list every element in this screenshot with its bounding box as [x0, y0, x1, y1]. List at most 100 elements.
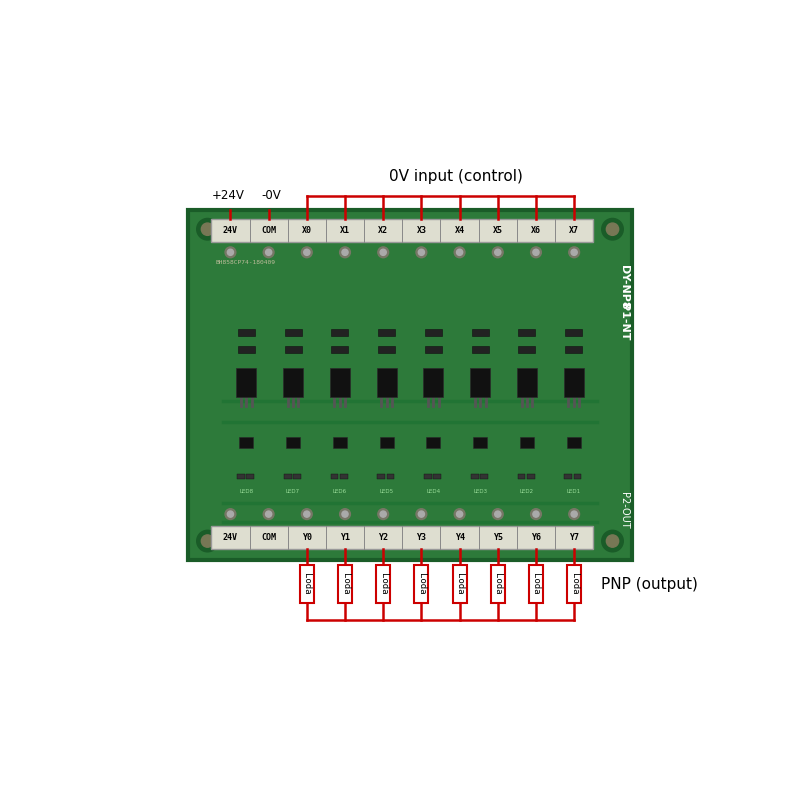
Circle shape: [225, 247, 236, 258]
Bar: [518, 474, 526, 479]
Circle shape: [340, 509, 350, 519]
Text: Loda: Loda: [494, 574, 502, 595]
Bar: [472, 330, 489, 336]
Circle shape: [492, 247, 503, 258]
Circle shape: [602, 530, 623, 552]
Bar: [426, 437, 440, 448]
Text: Loda: Loda: [531, 574, 541, 595]
Bar: [529, 565, 543, 603]
Bar: [237, 474, 245, 479]
Bar: [518, 346, 535, 353]
Bar: [472, 346, 489, 353]
Bar: [425, 346, 442, 353]
Circle shape: [304, 250, 310, 255]
Bar: [300, 565, 314, 603]
Bar: [338, 565, 352, 603]
Circle shape: [378, 247, 389, 258]
Bar: [239, 437, 254, 448]
Bar: [284, 474, 291, 479]
Text: BH858CP74-180409: BH858CP74-180409: [215, 260, 275, 265]
Circle shape: [227, 511, 234, 517]
Bar: [565, 474, 572, 479]
Circle shape: [266, 511, 272, 517]
Text: 24V: 24V: [223, 533, 238, 542]
Bar: [380, 437, 394, 448]
Text: X0: X0: [302, 226, 312, 235]
Text: LED3: LED3: [473, 489, 487, 494]
Bar: [293, 474, 301, 479]
Bar: [376, 565, 390, 603]
Circle shape: [202, 535, 214, 547]
Bar: [285, 330, 302, 336]
Text: COM: COM: [261, 533, 276, 542]
Bar: [527, 474, 534, 479]
Bar: [566, 437, 581, 448]
Bar: [386, 474, 394, 479]
Circle shape: [202, 223, 214, 235]
Circle shape: [606, 223, 618, 235]
Text: LED2: LED2: [520, 489, 534, 494]
Circle shape: [263, 247, 274, 258]
Text: COM: COM: [261, 226, 276, 235]
Bar: [517, 368, 537, 397]
Circle shape: [380, 511, 386, 517]
Text: Y5: Y5: [493, 533, 502, 542]
Text: Y4: Y4: [454, 533, 465, 542]
Circle shape: [418, 511, 425, 517]
Bar: [474, 437, 487, 448]
Bar: [470, 368, 490, 397]
Text: Y1: Y1: [340, 533, 350, 542]
Text: X6: X6: [531, 226, 541, 235]
Text: Loda: Loda: [378, 574, 388, 595]
Bar: [283, 368, 303, 397]
Circle shape: [416, 247, 426, 258]
Bar: [567, 565, 581, 603]
Text: Loda: Loda: [455, 574, 464, 595]
Bar: [434, 474, 441, 479]
Bar: [378, 474, 385, 479]
Text: P2-OUT: P2-OUT: [619, 492, 629, 529]
Text: Y2: Y2: [378, 533, 388, 542]
Text: LED1: LED1: [566, 489, 581, 494]
Text: LED7: LED7: [286, 489, 300, 494]
Bar: [285, 346, 302, 353]
Text: 0V input (control): 0V input (control): [389, 170, 523, 184]
Bar: [378, 346, 395, 353]
Circle shape: [416, 509, 426, 519]
Bar: [564, 368, 584, 397]
Circle shape: [342, 250, 348, 255]
Circle shape: [530, 247, 542, 258]
Circle shape: [263, 509, 274, 519]
Text: DY-NP8: DY-NP8: [619, 265, 629, 310]
Circle shape: [533, 511, 539, 517]
Circle shape: [494, 250, 501, 255]
Bar: [480, 474, 488, 479]
Text: X3: X3: [416, 226, 426, 235]
Bar: [211, 526, 594, 549]
Text: Loda: Loda: [570, 574, 578, 595]
Text: Y0: Y0: [302, 533, 312, 542]
Text: -0V: -0V: [261, 190, 281, 202]
Circle shape: [302, 509, 312, 519]
Bar: [423, 368, 443, 397]
Circle shape: [340, 247, 350, 258]
Bar: [566, 330, 582, 336]
Circle shape: [378, 509, 389, 519]
Text: X1: X1: [340, 226, 350, 235]
Text: Loda: Loda: [341, 574, 350, 595]
Circle shape: [571, 250, 578, 255]
Bar: [333, 437, 346, 448]
Text: Loda: Loda: [302, 574, 311, 595]
Text: X7: X7: [569, 226, 579, 235]
Text: Y3: Y3: [416, 533, 426, 542]
Bar: [246, 474, 254, 479]
Bar: [188, 210, 632, 560]
Bar: [340, 474, 347, 479]
Text: +24V: +24V: [212, 190, 245, 202]
Bar: [331, 346, 348, 353]
Text: LED5: LED5: [379, 489, 394, 494]
Circle shape: [197, 530, 218, 552]
Circle shape: [304, 511, 310, 517]
Bar: [574, 474, 582, 479]
Circle shape: [225, 509, 236, 519]
